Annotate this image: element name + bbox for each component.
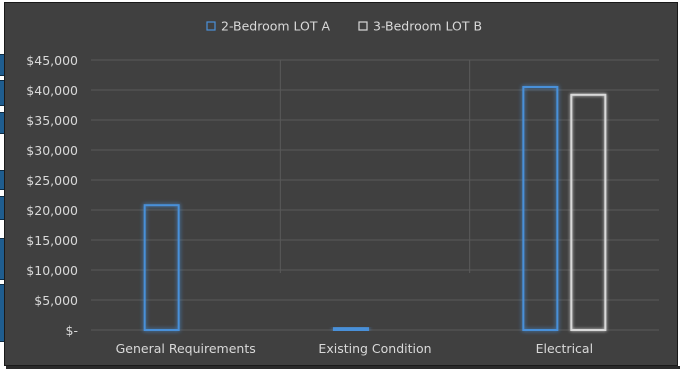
chart-area[interactable]: $- $5,000 $10,000 $15,000 $20,000 $25,000 $30,… xyxy=(4,2,678,366)
x-tick-label: Existing Condition xyxy=(318,341,431,356)
legend-item[interactable]: 2-Bedroom LOT A xyxy=(206,19,330,34)
y-tick-label: $- xyxy=(66,323,78,338)
y-tick-label: $10,000 xyxy=(26,263,78,278)
legend-swatch-icon xyxy=(206,21,216,31)
chart-canvas: $- $5,000 $10,000 $15,000 $20,000 $25,000 $30,… xyxy=(26,19,659,356)
y-tick-label: $5,000 xyxy=(34,293,78,308)
legend-label: 3-Bedroom LOT B xyxy=(373,19,482,34)
gridlines xyxy=(91,59,659,331)
x-tick-label: General Requirements xyxy=(116,341,256,356)
y-tick-label: $25,000 xyxy=(26,173,78,188)
y-tick-label: $30,000 xyxy=(26,143,78,158)
bar-2-bedroom-lot-a[interactable] xyxy=(143,204,180,331)
y-axis-ticks: $- $5,000 $10,000 $15,000 $20,000 $25,000 $30,… xyxy=(26,53,78,338)
y-tick-label: $35,000 xyxy=(26,113,78,128)
chart-shadow xyxy=(6,366,680,369)
legend-swatch-icon xyxy=(358,21,368,31)
legend-label: 2-Bedroom LOT A xyxy=(221,19,330,34)
x-tick-label: Electrical xyxy=(536,341,593,356)
bar-2-bedroom-lot-a[interactable] xyxy=(333,327,369,332)
bar-3-bedroom-lot-b[interactable] xyxy=(570,93,607,331)
bars xyxy=(143,86,607,332)
y-tick-label: $45,000 xyxy=(26,53,78,68)
y-tick-label: $20,000 xyxy=(26,203,78,218)
x-axis-ticks: General Requirements Existing Condition El… xyxy=(116,341,593,356)
legend-item[interactable]: 3-Bedroom LOT B xyxy=(358,19,482,34)
bar-2-bedroom-lot-a[interactable] xyxy=(522,86,559,331)
y-tick-label: $15,000 xyxy=(26,233,78,248)
y-tick-label: $40,000 xyxy=(26,83,78,98)
legend[interactable]: 2-Bedroom LOT A 3-Bedroom LOT B xyxy=(206,19,482,34)
